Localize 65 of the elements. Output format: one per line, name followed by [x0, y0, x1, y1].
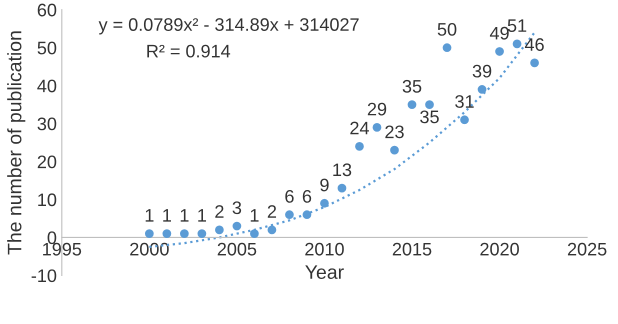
point: [320, 198, 329, 208]
annotation: y = 0.0789x² - 314.89x + 314027: [98, 18, 359, 35]
data-label: 39: [472, 64, 492, 78]
point: [198, 229, 206, 238]
data-label: 1: [250, 209, 259, 222]
point: [512, 40, 522, 48]
data-label: 6: [285, 190, 294, 203]
data-label: 50: [438, 22, 456, 36]
x-tick-label: 2025: [568, 242, 606, 256]
data-label: 2: [268, 205, 276, 218]
data-label: 1: [146, 209, 154, 222]
data-label: 9: [320, 178, 329, 192]
x-tick-label: 1995: [43, 242, 82, 256]
y-axis-title: The number of publication: [7, 31, 26, 255]
point: [285, 210, 294, 220]
point: [268, 225, 276, 234]
data-label: 1: [163, 209, 171, 222]
data-label: 29: [368, 102, 386, 116]
x-tick-label: 2005: [218, 242, 256, 256]
y-tick-label: 10: [38, 193, 56, 206]
point: [442, 43, 452, 52]
point: [495, 47, 504, 56]
data-label: 2: [215, 205, 224, 218]
x-tick-label: 2020: [480, 242, 519, 256]
y-tick-label: 0: [48, 231, 56, 244]
data-label: 23: [385, 125, 404, 138]
point: [338, 184, 346, 192]
point: [460, 115, 469, 124]
point: [144, 229, 154, 238]
point: [390, 146, 399, 155]
point: [215, 225, 224, 234]
data-label: 6: [302, 190, 312, 203]
point: [408, 100, 416, 109]
data-label: 51: [508, 19, 526, 32]
point: [250, 229, 259, 238]
data-label: 13: [333, 163, 352, 176]
y-tick-label: 20: [38, 155, 56, 168]
point: [355, 142, 364, 151]
data-label: 49: [490, 26, 509, 40]
x-axis-title: Year: [305, 265, 344, 279]
x-tick-label: 2015: [392, 242, 432, 256]
point: [232, 222, 242, 230]
y-tick-label: 50: [38, 42, 56, 54]
y-tick-label: -10: [32, 269, 56, 282]
data-label: 1: [180, 209, 189, 222]
data-label: 46: [524, 38, 544, 51]
point: [302, 210, 312, 220]
point: [478, 85, 486, 94]
data-label: 35: [420, 110, 439, 124]
data-label: 1: [198, 209, 206, 222]
y-tick-label: 40: [37, 80, 56, 92]
point: [180, 229, 189, 238]
y-tick-label: 30: [38, 118, 56, 130]
point: [425, 100, 434, 109]
x-tick-label: 2000: [130, 242, 169, 256]
data-label: 35: [402, 80, 422, 93]
x-tick-label: 2010: [305, 242, 344, 256]
data-label: 3: [232, 201, 242, 214]
data-label: 24: [350, 122, 369, 134]
point: [530, 58, 539, 68]
point: [372, 123, 382, 132]
y-tick-label: 60: [38, 4, 56, 16]
point: [162, 229, 172, 238]
annotation: R² = 0.914: [147, 44, 230, 58]
data-label: 31: [455, 95, 474, 108]
